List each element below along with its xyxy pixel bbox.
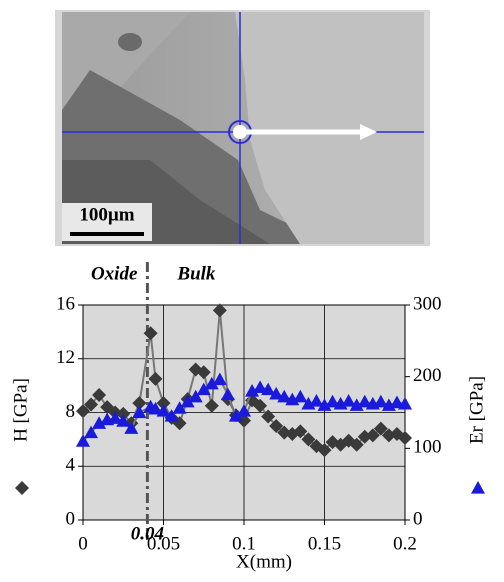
data-point (204, 398, 219, 413)
data-point (108, 411, 123, 424)
data-point (261, 382, 276, 396)
data-point (269, 386, 284, 400)
annotation: Bulk (176, 263, 216, 284)
y-tick-label: 4 (66, 455, 76, 476)
data-point (317, 398, 332, 411)
data-point (204, 376, 219, 390)
x-axis-label: X(mm) (236, 551, 292, 572)
axis-legend-label: H [GPa] (10, 378, 31, 442)
y-tick-label: 8 (66, 401, 76, 422)
data-point (389, 395, 404, 409)
axis-legend-label: Er [GPa] (466, 376, 487, 444)
annotation: Oxide (91, 263, 138, 284)
data-point (253, 398, 268, 413)
data-point (132, 405, 147, 419)
data-point (237, 404, 251, 417)
y2-tick-label: 100 (413, 437, 442, 458)
legend-marker (15, 481, 29, 495)
data-point (76, 434, 90, 447)
data-point (261, 409, 276, 424)
data-point (92, 416, 107, 429)
y-tick-label: 12 (56, 347, 75, 368)
data-point (237, 413, 251, 428)
data-point (325, 394, 340, 408)
data-point (398, 431, 412, 446)
y2-tick-label: 0 (413, 508, 423, 529)
data-point (180, 394, 195, 408)
data-point (398, 396, 412, 410)
data-point (373, 394, 388, 408)
y-tick-label: 16 (56, 293, 75, 314)
data-point (124, 421, 139, 434)
data-point (349, 437, 364, 452)
y2-tick-label: 200 (413, 365, 442, 386)
data-point (172, 401, 187, 414)
x-tick-label: 0 (78, 533, 88, 554)
data-point (228, 409, 243, 422)
data-point (188, 389, 203, 403)
data-point (196, 365, 211, 380)
data-point (84, 425, 99, 439)
data-point (357, 394, 372, 408)
annotation: 0.04 (131, 523, 164, 544)
data-point (148, 371, 163, 386)
data-point (293, 424, 308, 439)
x-tick-label: 0.15 (308, 533, 341, 554)
data-point (245, 384, 260, 397)
y2-tick-label: 300 (413, 293, 442, 314)
data-point (212, 372, 227, 386)
data-point (116, 406, 131, 421)
x-tick-label: 0.05 (147, 533, 180, 554)
data-point (148, 401, 163, 415)
data-point (269, 418, 284, 433)
data-point (84, 397, 99, 412)
data-point (132, 396, 147, 411)
y-tick-label: 0 (66, 508, 76, 529)
legend-marker (471, 481, 485, 494)
scale-bar-label: 100µm (79, 204, 134, 225)
data-point (301, 432, 316, 447)
data-point (156, 404, 171, 417)
data-point (253, 380, 268, 394)
data-point (373, 421, 388, 436)
data-point (164, 409, 179, 422)
data-point (196, 382, 211, 396)
data-point (76, 404, 90, 419)
data-point (220, 387, 235, 401)
data-point (293, 389, 308, 403)
data-point (317, 443, 332, 458)
data-point (143, 326, 158, 341)
micrograph: 100µm (55, 10, 430, 246)
data-point (116, 414, 131, 427)
data-point (212, 303, 227, 318)
data-point (309, 394, 324, 407)
data-point (277, 389, 292, 403)
data-point (341, 394, 356, 407)
data-point (156, 396, 171, 411)
data-point (92, 388, 107, 403)
data-point (365, 428, 380, 443)
data-point (349, 398, 364, 411)
x-tick-label: 0.2 (393, 533, 417, 554)
x-tick-label: 0.1 (232, 533, 256, 554)
